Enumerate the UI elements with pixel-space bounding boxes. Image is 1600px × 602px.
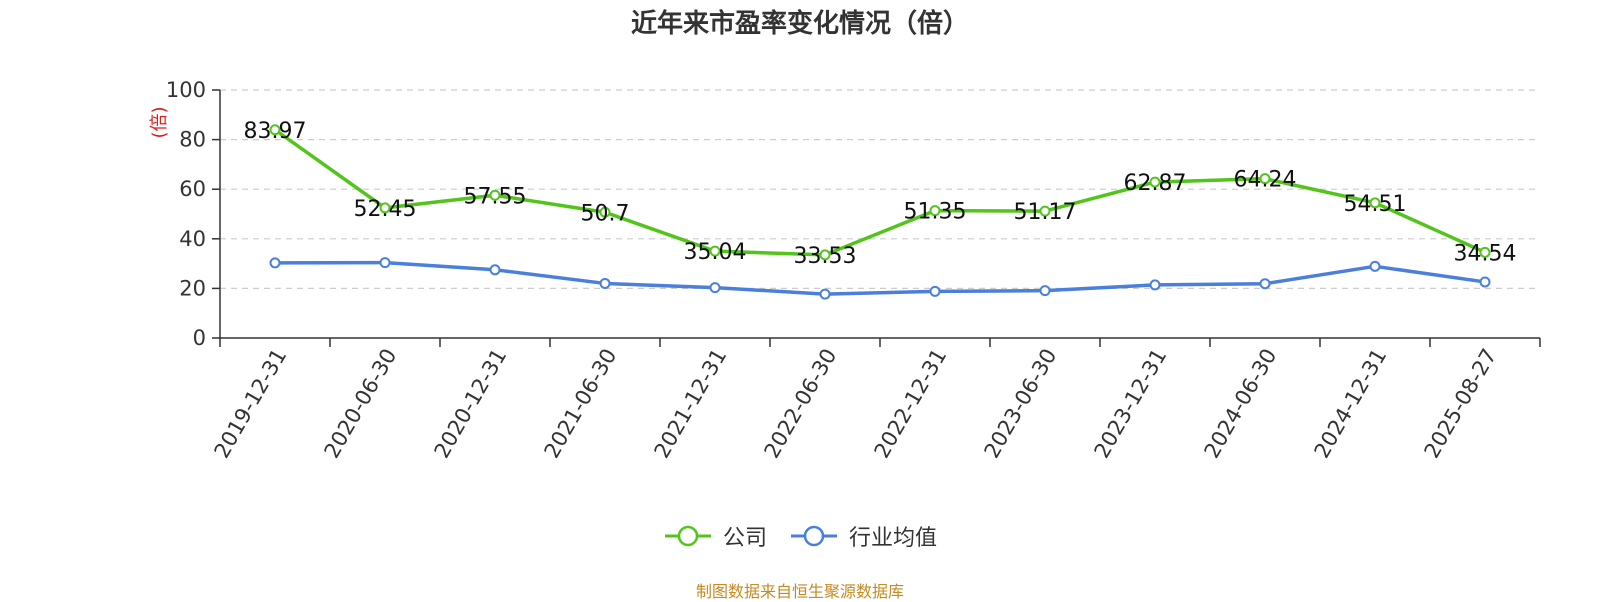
source-note: 制图数据来自恒生聚源数据库 (695, 582, 904, 601)
data-point-company (819, 249, 831, 261)
data-point-company (599, 206, 611, 218)
x-tick-label: 2024-12-31 (1310, 345, 1392, 463)
data-point-industry-average (1369, 260, 1381, 272)
data-point-company (379, 202, 391, 214)
data-label-company: 33.53 (794, 244, 857, 269)
data-label-company: 51.35 (904, 200, 967, 225)
legend-industry-marker-icon (791, 525, 837, 547)
legend-company-label: 公司 (722, 526, 767, 551)
chart-title: 近年来市盈率变化情况（倍） (630, 9, 969, 39)
data-point-company (929, 205, 941, 217)
x-tick-label: 2025-08-27 (1420, 345, 1502, 463)
data-label-company: 54.51 (1344, 192, 1407, 217)
data-label-company: 62.87 (1124, 171, 1187, 196)
data-point-industry-average (1039, 285, 1051, 297)
data-point-industry-average (1479, 276, 1491, 288)
data-point-company (1479, 246, 1491, 258)
data-label-company: 50.7 (581, 201, 630, 226)
x-tick-label: 2021-12-31 (650, 345, 732, 463)
x-tick-label: 2021-06-30 (540, 345, 622, 463)
legend-item-company[interactable]: 公司 (663, 520, 767, 552)
y-tick-label: 0 (193, 326, 206, 350)
x-tick-label: 2019-12-31 (210, 345, 292, 463)
data-label-company: 57.55 (464, 184, 527, 209)
data-label-company: 34.54 (1454, 241, 1517, 266)
data-point-industry-average (1149, 279, 1161, 291)
data-label-company: 35.04 (684, 240, 747, 265)
x-tick-label: 2020-12-31 (430, 345, 512, 463)
data-point-company (269, 124, 281, 136)
data-point-company (1149, 176, 1161, 188)
series-line-industry-average (274, 260, 1486, 296)
y-tick-label: 40 (179, 227, 206, 251)
legend-company-marker-icon (664, 525, 711, 547)
data-point-industry-average (379, 257, 391, 269)
data-point-industry-average (599, 277, 611, 289)
x-tick-label: 2022-06-30 (760, 345, 842, 463)
data-point-company (489, 189, 501, 201)
data-point-company (1039, 205, 1051, 217)
data-point-industry-average (269, 257, 281, 269)
legend: 公司 行业均值 (0, 520, 1600, 552)
data-point-company (1259, 173, 1271, 185)
y-tick-label: 20 (179, 276, 206, 300)
data-point-company (709, 245, 721, 257)
y-axis-label: (倍) (149, 106, 170, 138)
x-tick-label: 2023-06-30 (980, 345, 1062, 463)
data-point-industry-average (819, 288, 831, 300)
line-chart: 0 20 40 60 80 100 (倍) 2019-12-31 2020-06-30 2020-… (149, 78, 1541, 463)
x-tick-label: 2020-06-30 (320, 345, 402, 463)
legend-item-industry-average[interactable]: 行业均值 (789, 520, 937, 552)
x-tick-label: 2022-12-31 (870, 345, 952, 463)
y-tick-label: 80 (179, 128, 206, 152)
data-label-company: 83.97 (244, 119, 307, 144)
data-label-company: 51.17 (1014, 200, 1077, 225)
data-point-industry-average (489, 264, 501, 276)
y-tick-label: 100 (166, 78, 206, 102)
data-label-company: 52.45 (354, 197, 417, 222)
data-point-industry-average (1259, 278, 1271, 290)
data-label-company: 64.24 (1234, 168, 1297, 193)
x-tick-label: 2023-12-31 (1090, 345, 1172, 463)
x-tick-label: 2024-06-30 (1200, 345, 1282, 463)
y-tick-label: 60 (179, 177, 206, 201)
legend-industry-label: 行业均值 (849, 526, 938, 551)
data-point-industry-average (929, 285, 941, 297)
series-line-company (273, 128, 1486, 257)
data-point-industry-average (709, 282, 721, 294)
data-point-company (1369, 197, 1381, 209)
